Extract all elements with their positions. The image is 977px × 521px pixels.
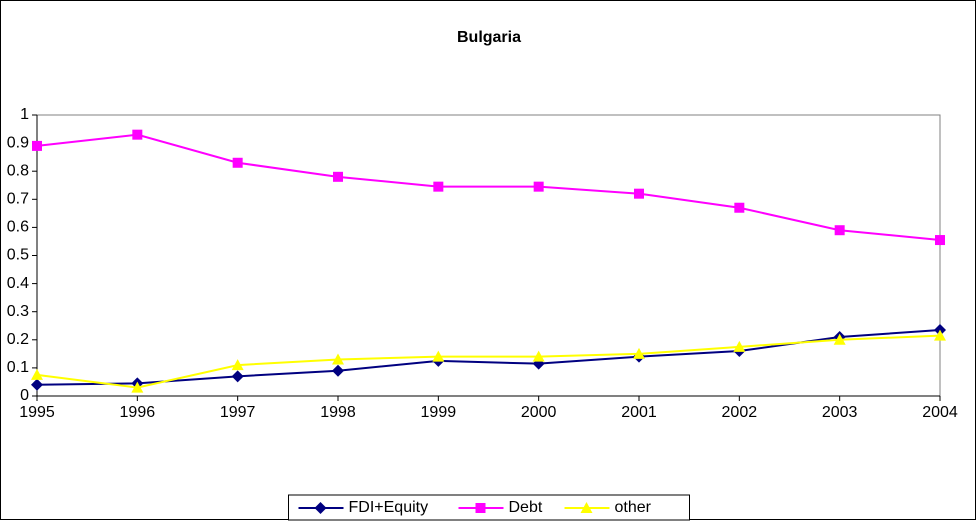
y-tick-label: 0.7	[7, 191, 29, 208]
marker	[31, 378, 43, 391]
y-tick-label: 0.6	[7, 219, 29, 236]
x-tick-label: 2000	[521, 404, 557, 421]
y-tick-label: 0.2	[7, 331, 29, 348]
marker	[833, 333, 846, 345]
y-tick-label: 0.1	[7, 359, 29, 376]
marker	[31, 368, 43, 380]
marker	[332, 353, 344, 365]
x-tick-label: 2003	[822, 404, 858, 421]
x-tick-label: 1997	[220, 404, 256, 421]
x-tick-label: 1996	[120, 404, 156, 421]
marker	[633, 347, 645, 359]
marker	[131, 381, 144, 393]
marker	[475, 503, 486, 513]
marker	[934, 329, 946, 341]
marker	[634, 188, 644, 199]
legend-label: other	[615, 499, 652, 516]
marker	[231, 370, 244, 383]
y-tick-label: 0	[20, 387, 29, 404]
marker	[733, 340, 746, 352]
y-tick-label: 1	[20, 106, 29, 123]
marker	[734, 202, 745, 213]
marker	[432, 350, 445, 362]
y-tick-label: 0.8	[7, 162, 29, 179]
x-tick-label: 2001	[621, 404, 657, 421]
marker	[333, 171, 343, 182]
marker	[533, 181, 544, 192]
marker	[32, 140, 42, 151]
x-tick-label: 1999	[421, 404, 457, 421]
marker	[580, 502, 593, 513]
y-tick-label: 0.9	[7, 134, 29, 151]
marker	[935, 235, 945, 246]
marker	[314, 502, 327, 514]
series-line	[36, 133, 941, 242]
marker	[232, 157, 243, 168]
x-tick-label: 2004	[922, 404, 958, 421]
marker	[834, 225, 845, 236]
y-tick-label: 0.3	[7, 303, 29, 320]
marker	[132, 129, 143, 140]
x-tick-label: 1995	[19, 404, 55, 421]
legend-label: Debt	[509, 499, 543, 516]
y-tick-label: 0.5	[7, 247, 29, 264]
marker	[231, 359, 244, 371]
legend-label: FDI+Equity	[349, 499, 429, 516]
x-tick-label: 1998	[320, 404, 356, 421]
marker	[433, 181, 444, 192]
x-tick-label: 2002	[722, 404, 758, 421]
marker	[332, 364, 344, 377]
series-line	[36, 334, 941, 389]
chart-title: Bulgaria	[457, 29, 521, 46]
marker	[532, 350, 545, 362]
y-tick-label: 0.4	[7, 275, 29, 292]
